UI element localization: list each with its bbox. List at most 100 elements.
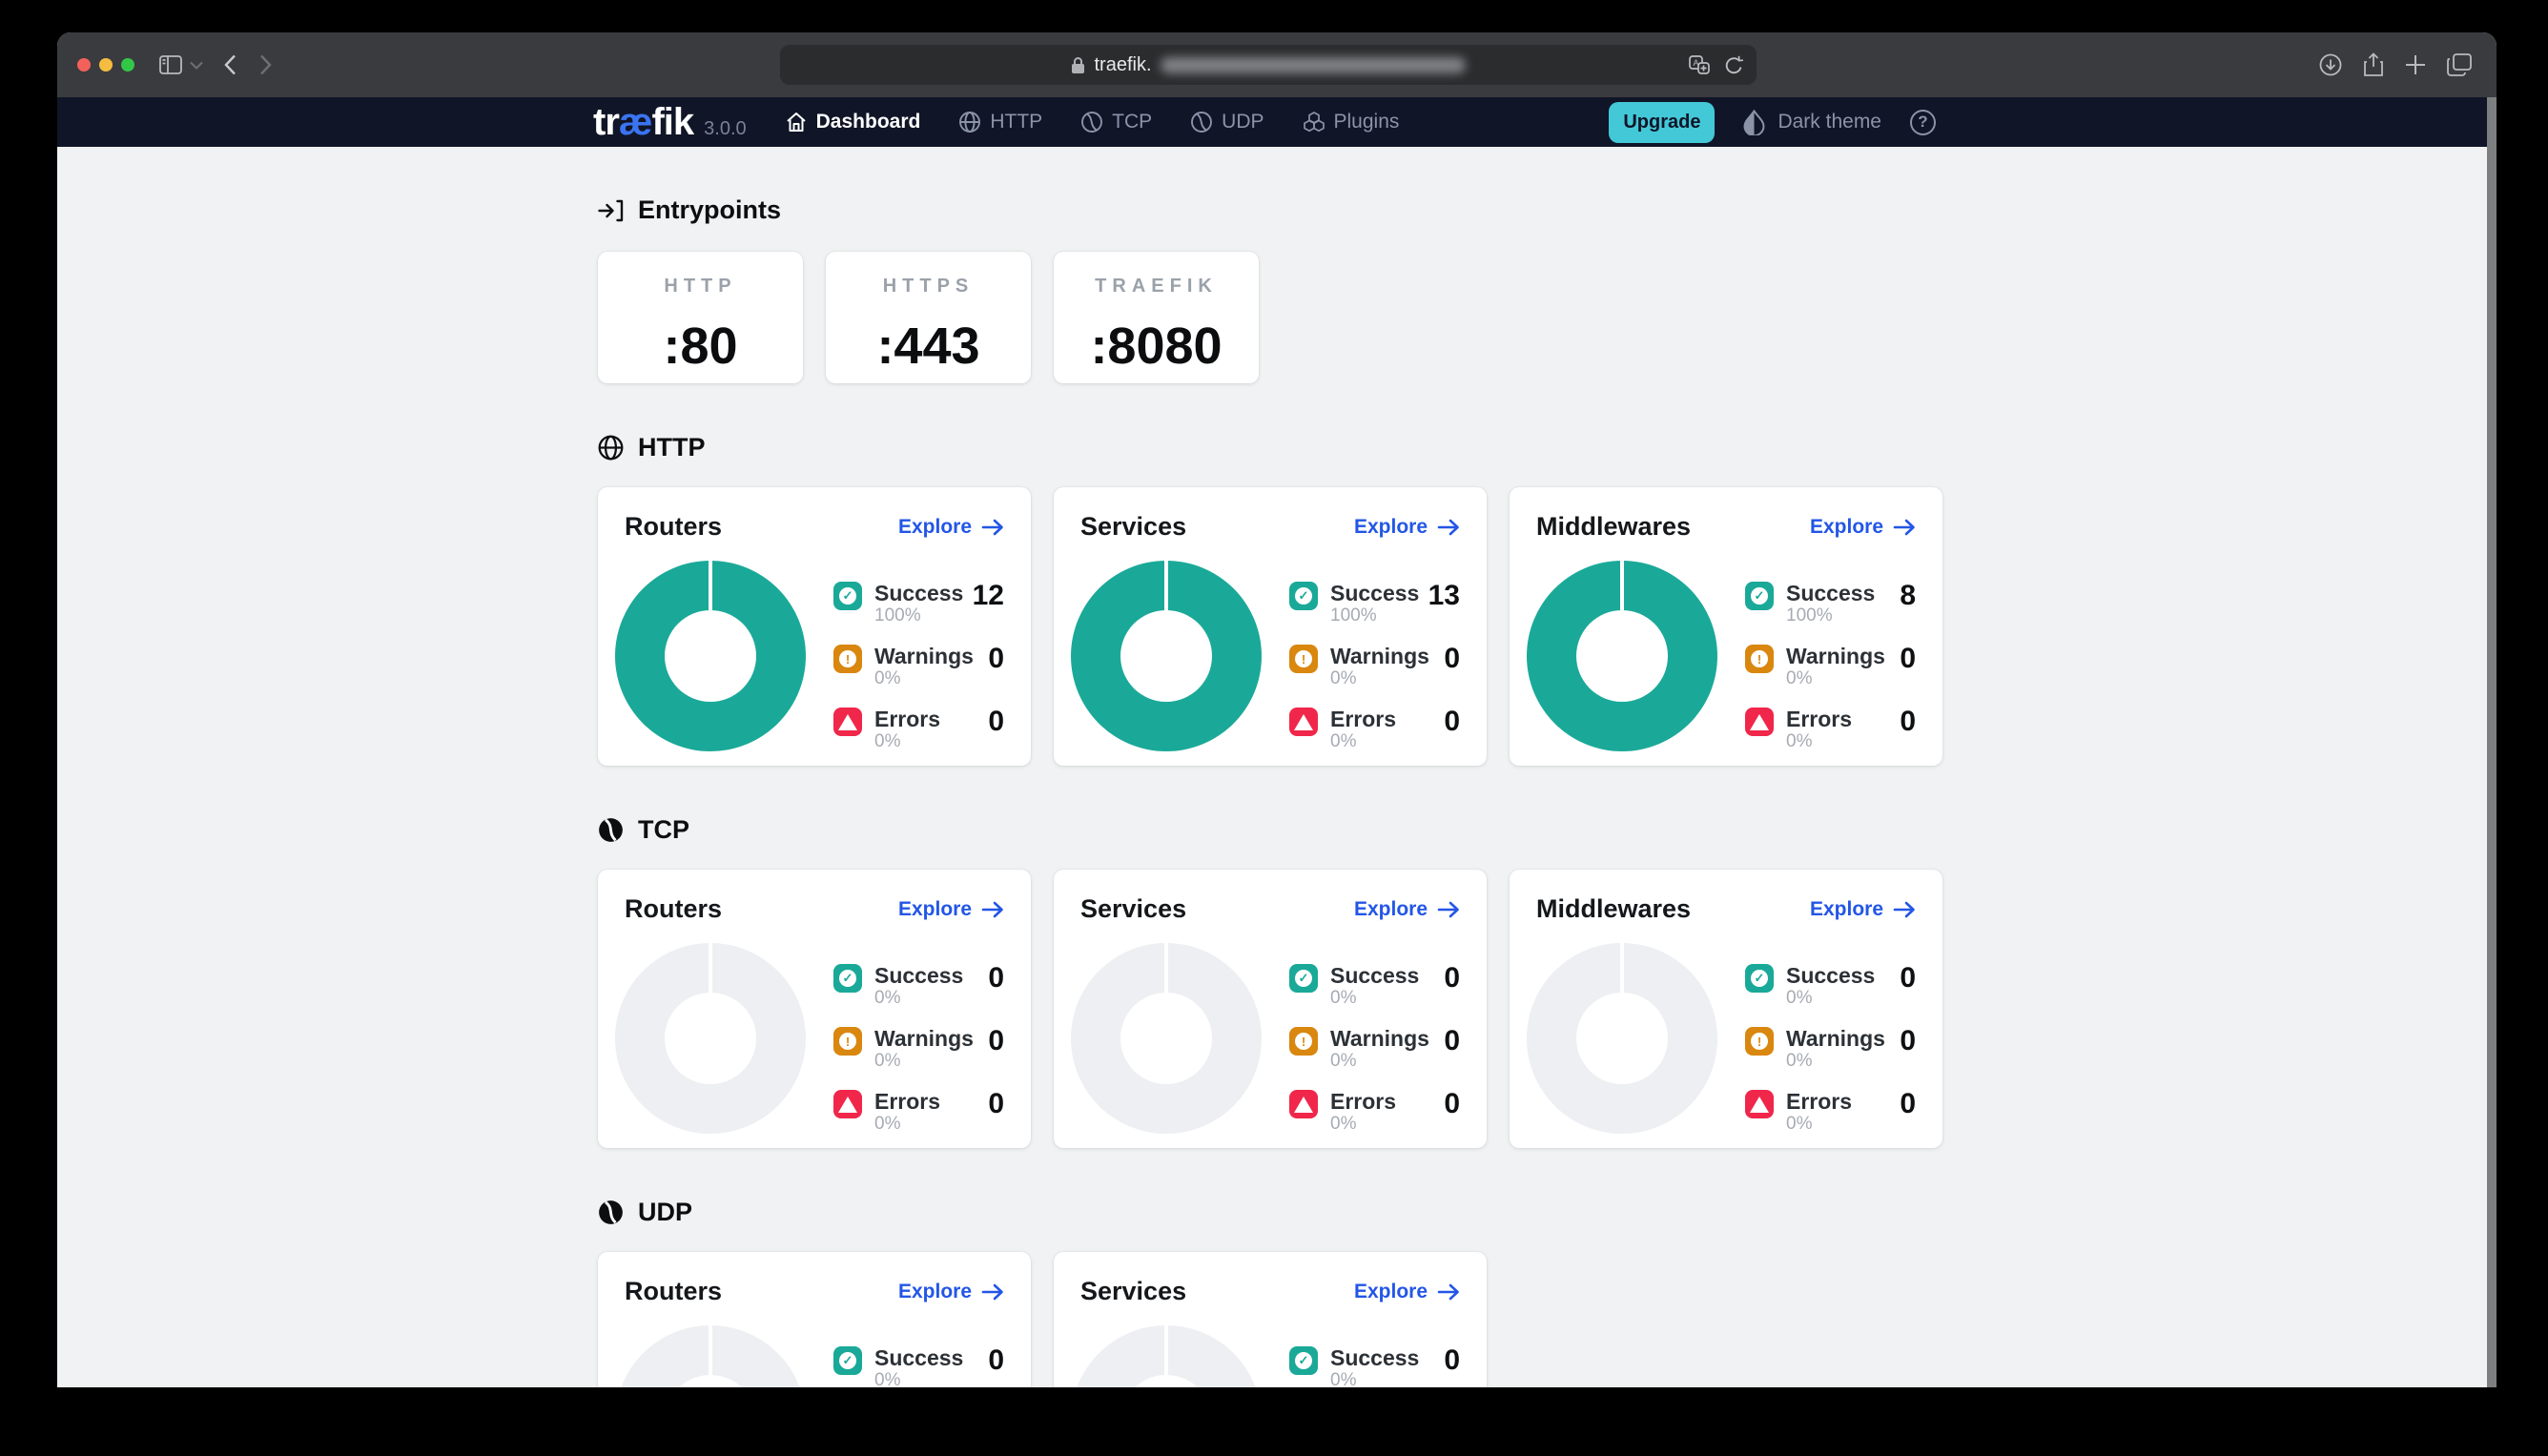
error-icon: ! — [1289, 1090, 1318, 1118]
errors-count: 0 — [1444, 1088, 1460, 1119]
udp-section-heading: UDP — [598, 1198, 1942, 1227]
explore-link[interactable]: Explore — [1810, 516, 1916, 539]
nav-item-dashboard[interactable]: Dashboard — [785, 111, 920, 133]
traffic-lights — [77, 58, 134, 72]
arrow-right-icon — [1437, 901, 1460, 918]
warnings-stat-row: ! Warnings 0% 0 — [833, 645, 1004, 689]
errors-stat-row: ! Errors 0% 0 — [833, 1090, 1004, 1135]
explore-link[interactable]: Explore — [898, 1281, 1004, 1303]
entrypoint-card-traefik: TRAEFIK :8080 — [1054, 252, 1259, 383]
dark-theme-toggle[interactable]: Dark theme — [1743, 109, 1881, 135]
help-icon[interactable]: ? — [1910, 109, 1936, 135]
downloads-icon[interactable] — [2319, 53, 2342, 76]
close-window-button[interactable] — [77, 58, 91, 72]
success-stat-row: ✓ Success 100% 13 — [1289, 582, 1460, 626]
page-scrollbar[interactable] — [2487, 97, 2497, 1387]
arrow-right-icon — [981, 519, 1004, 536]
arrow-right-icon — [981, 1283, 1004, 1301]
url-redacted-blur — [1160, 56, 1466, 73]
globe-icon — [598, 435, 624, 461]
udp-icon — [1190, 111, 1213, 133]
nav-item-udp[interactable]: UDP — [1190, 111, 1264, 133]
globe-icon — [958, 111, 981, 133]
forward-button[interactable] — [259, 54, 272, 75]
errors-stat-row: ! Errors 0% 0 — [833, 707, 1004, 752]
reload-icon[interactable] — [1725, 55, 1743, 75]
arrow-right-icon — [1893, 519, 1916, 536]
warnings-count: 0 — [988, 1025, 1004, 1056]
success-icon: ✓ — [833, 582, 862, 610]
traefik-navbar: træfik 3.0.0 Dashboard HTTP TCP — [57, 97, 2497, 147]
warnings-stat-row: ! Warnings 0% 0 — [1289, 645, 1460, 689]
success-stat-row: ✓ Success 0% 0 — [1289, 1346, 1460, 1387]
home-icon — [785, 111, 808, 133]
tab-overview-icon[interactable] — [2447, 53, 2472, 76]
success-stat-row: ✓ Success 100% 12 — [833, 582, 1004, 626]
arrow-right-icon — [1437, 519, 1460, 536]
svg-text:A: A — [1693, 58, 1698, 68]
explore-link[interactable]: Explore — [1354, 1281, 1460, 1303]
sidebar-toggle-icon[interactable] — [159, 55, 182, 74]
success-count: 13 — [1428, 580, 1460, 611]
address-bar[interactable]: traefik. A — [780, 45, 1757, 85]
contrast-droplet-icon — [1743, 109, 1765, 135]
http-middlewares-card: Middlewares Explore ✓ Success 100% 8 ! — [1510, 487, 1942, 766]
card-title: Services — [1080, 1277, 1187, 1305]
new-tab-icon[interactable] — [2405, 54, 2426, 75]
share-icon[interactable] — [2363, 52, 2384, 77]
entrypoint-card-http: HTTP :80 — [598, 252, 803, 383]
chevron-down-icon[interactable] — [190, 61, 203, 70]
dashboard-page: Entrypoints HTTP :80 HTTPS :443 TRAEFIK … — [598, 147, 1942, 1387]
error-icon: ! — [1289, 707, 1318, 736]
success-icon: ✓ — [833, 1346, 862, 1375]
zoom-window-button[interactable] — [121, 58, 134, 72]
warning-icon: ! — [833, 1027, 862, 1056]
errors-stat-row: ! Errors 0% 0 — [1289, 707, 1460, 752]
back-button[interactable] — [224, 54, 236, 75]
nav-item-http[interactable]: HTTP — [958, 111, 1042, 133]
card-title: Routers — [625, 1277, 723, 1305]
nav-item-plugins[interactable]: Plugins — [1303, 111, 1399, 133]
nav-item-tcp[interactable]: TCP — [1080, 111, 1152, 133]
udp-icon — [598, 1200, 624, 1225]
card-title: Middlewares — [1536, 512, 1692, 541]
success-stat-row: ✓ Success 0% 0 — [1745, 964, 1916, 1009]
error-icon: ! — [1745, 1090, 1774, 1118]
arrow-right-icon — [981, 901, 1004, 918]
entrypoint-label: HTTPS — [882, 276, 975, 297]
empty-donut-chart — [615, 1325, 806, 1387]
traefik-brand: træfik 3.0.0 — [593, 97, 747, 147]
explore-link[interactable]: Explore — [898, 516, 1004, 539]
empty-donut-chart — [615, 943, 806, 1134]
upgrade-button[interactable]: Upgrade — [1609, 101, 1716, 143]
warnings-count: 0 — [1444, 643, 1460, 674]
warnings-stat-row: ! Warnings 0% 0 — [1745, 1027, 1916, 1072]
minimize-window-button[interactable] — [99, 58, 113, 72]
error-icon: ! — [833, 1090, 862, 1118]
card-title: Routers — [625, 894, 723, 923]
success-icon: ✓ — [1289, 964, 1318, 993]
warning-icon: ! — [1745, 645, 1774, 673]
warning-icon: ! — [833, 645, 862, 673]
warnings-count: 0 — [1900, 643, 1916, 674]
success-icon: ✓ — [833, 964, 862, 993]
entrypoint-card-https: HTTPS :443 — [826, 252, 1031, 383]
explore-link[interactable]: Explore — [1354, 898, 1460, 921]
success-count: 8 — [1900, 580, 1916, 611]
error-icon: ! — [833, 707, 862, 736]
warning-icon: ! — [1289, 645, 1318, 673]
errors-stat-row: ! Errors 0% 0 — [1745, 707, 1916, 752]
success-icon: ✓ — [1289, 1346, 1318, 1375]
explore-link[interactable]: Explore — [898, 898, 1004, 921]
success-donut-chart — [615, 561, 806, 751]
translate-icon[interactable]: A — [1689, 55, 1710, 74]
entrypoints-icon — [598, 199, 624, 222]
tcp-middlewares-card: Middlewares Explore ✓ Success 0% 0 ! — [1510, 870, 1942, 1148]
success-count: 0 — [988, 1344, 1004, 1376]
errors-stat-row: ! Errors 0% 0 — [1289, 1090, 1460, 1135]
explore-link[interactable]: Explore — [1354, 516, 1460, 539]
success-count: 0 — [1444, 962, 1460, 994]
success-icon: ✓ — [1745, 582, 1774, 610]
explore-link[interactable]: Explore — [1810, 898, 1916, 921]
success-icon: ✓ — [1745, 964, 1774, 993]
